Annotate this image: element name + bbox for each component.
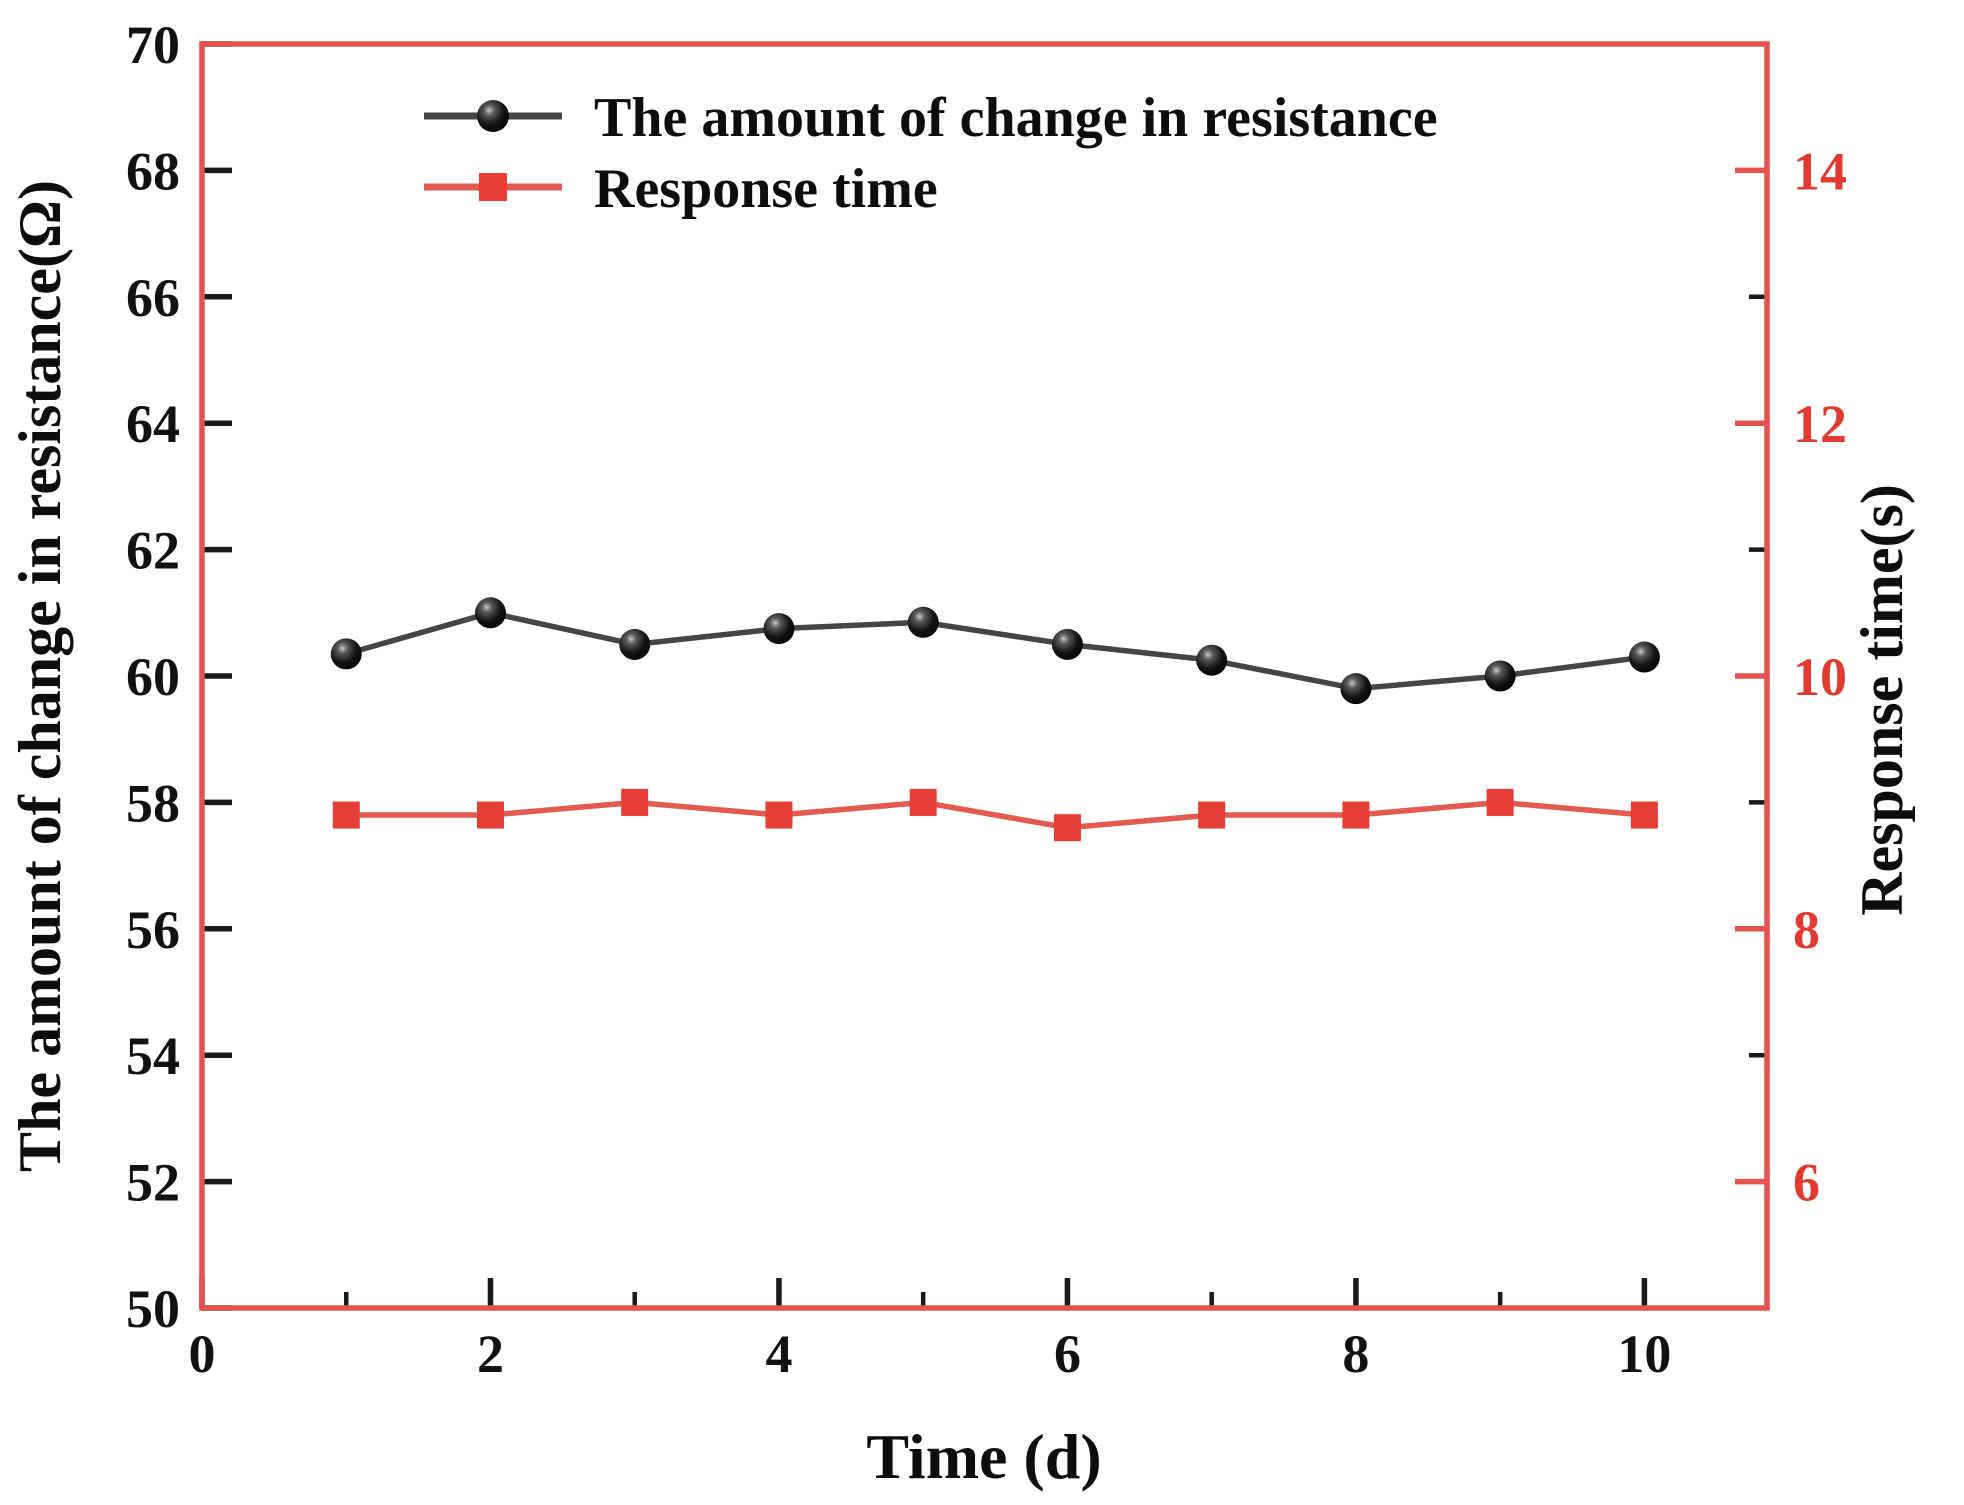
series-resistance-marker xyxy=(907,606,939,638)
left-axis-title: The amount of change in resistance(Ω) xyxy=(7,180,73,1172)
legend-item-resistance: The amount of change in resistance xyxy=(424,87,1438,149)
x-tick-label: 10 xyxy=(1617,1324,1671,1384)
right-tick-label: 6 xyxy=(1793,1153,1820,1213)
left-tick-label: 58 xyxy=(126,773,180,833)
series-resistance-marker xyxy=(1051,628,1083,660)
series-response-line xyxy=(346,799,1645,831)
series-resistance-line xyxy=(345,609,1645,692)
x-tick-label: 6 xyxy=(1054,1324,1081,1384)
legend-label-response: Response time xyxy=(594,158,938,220)
series-response-marker xyxy=(765,801,793,829)
legend-square-marker-icon xyxy=(479,173,507,201)
series-resistance-marker xyxy=(1484,660,1516,692)
series-resistance-marker xyxy=(1196,644,1228,676)
series-response-marker xyxy=(1053,814,1081,842)
legend-label-resistance: The amount of change in resistance xyxy=(594,87,1438,149)
x-tick-label: 8 xyxy=(1342,1324,1369,1384)
left-tick-label: 70 xyxy=(126,15,180,75)
legend-item-response: Response time xyxy=(424,158,938,220)
series-resistance-marker xyxy=(330,638,362,670)
left-tick-label: 62 xyxy=(126,521,180,581)
series-response-marker xyxy=(332,801,360,829)
series-response-marker xyxy=(909,788,937,816)
left-tick-label: 50 xyxy=(126,1279,180,1339)
series-resistance-marker xyxy=(1628,641,1660,673)
left-tick-label: 68 xyxy=(126,141,180,201)
series-response-marker xyxy=(621,788,649,816)
series-resistance-marker xyxy=(619,628,651,660)
series-response-marker xyxy=(1342,801,1370,829)
plot-frame xyxy=(199,41,1770,1311)
left-tick-label: 66 xyxy=(126,268,180,328)
series-resistance-marker xyxy=(763,613,795,645)
series-response-marker xyxy=(1486,788,1514,816)
right-tick-label: 12 xyxy=(1793,394,1847,454)
left-tick-label: 64 xyxy=(126,394,180,454)
series-resistance-marker xyxy=(474,597,506,629)
right-axis-title: Response time(s) xyxy=(1849,484,1915,916)
left-tick-label: 54 xyxy=(126,1026,180,1086)
right-tick-label: 14 xyxy=(1793,141,1847,201)
legend-circle-marker-icon xyxy=(477,100,509,132)
right-tick-label: 8 xyxy=(1793,900,1820,960)
series-response-marker xyxy=(476,801,504,829)
series-response-marker xyxy=(1630,801,1658,829)
left-tick-label: 60 xyxy=(126,647,180,707)
legend: The amount of change in resistance Respo… xyxy=(424,87,1438,220)
left-tick-label: 56 xyxy=(126,900,180,960)
x-tick-label: 4 xyxy=(765,1324,792,1384)
x-tick-label: 2 xyxy=(477,1324,504,1384)
series-resistance-marker xyxy=(1340,673,1372,705)
right-tick-label: 10 xyxy=(1793,647,1847,707)
left-tick-label: 52 xyxy=(126,1153,180,1213)
x-axis-title: Time (d) xyxy=(866,1421,1101,1492)
x-tick-label: 0 xyxy=(189,1324,216,1384)
series-response-marker xyxy=(1198,801,1226,829)
